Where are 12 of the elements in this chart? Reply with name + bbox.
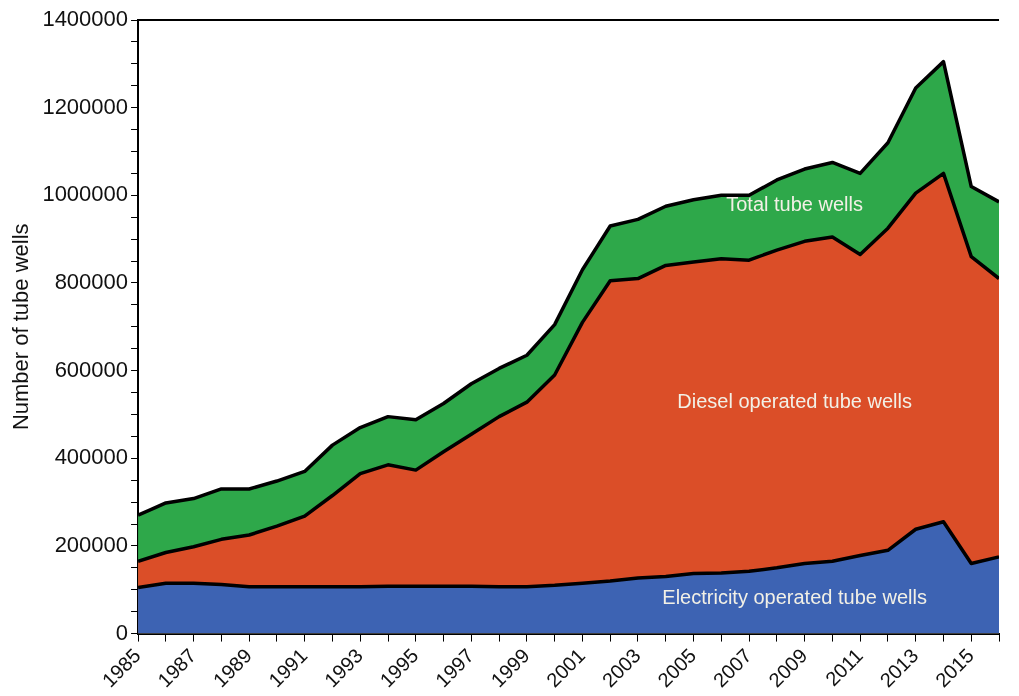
series-label: Diesel operated tube wells bbox=[677, 389, 912, 412]
series-label: Electricity operated tube wells bbox=[662, 586, 927, 609]
y-tick-label: 400000 bbox=[54, 444, 129, 470]
y-tick-label: 800000 bbox=[54, 269, 129, 295]
y-tick-label: 600000 bbox=[54, 356, 129, 382]
y-tick-label: 1000000 bbox=[42, 181, 129, 207]
y-tick-label: 1200000 bbox=[42, 93, 129, 119]
series-label: Total tube wells bbox=[726, 192, 863, 215]
y-axis-title: Number of tube wells bbox=[8, 223, 34, 431]
y-tick-label: 0 bbox=[115, 619, 129, 645]
y-tick-label: 200000 bbox=[54, 531, 129, 557]
y-tick-label: 1400000 bbox=[42, 6, 129, 32]
